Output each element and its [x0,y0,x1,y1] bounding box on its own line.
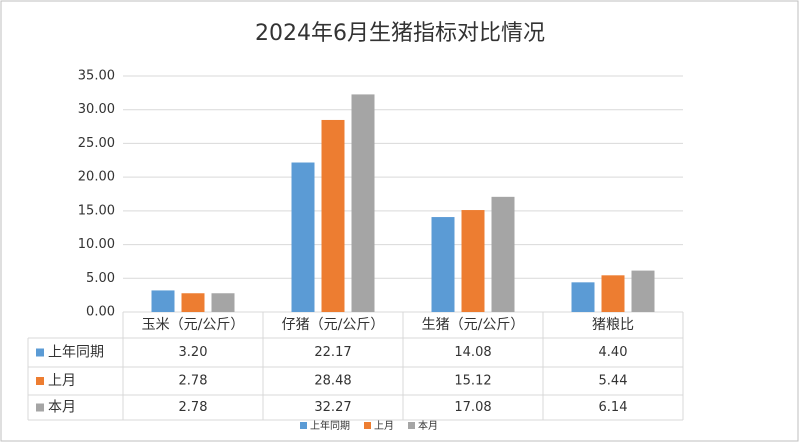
chart-title: 2024年6月生猪指标对比情况 [255,21,545,46]
y-tick-label: 5.00 [86,271,115,286]
legend-label: 上月 [48,373,76,389]
table-value: 6.14 [599,400,628,415]
table-value: 32.27 [314,400,351,415]
table-value: 2.78 [179,374,208,389]
bar [601,275,625,312]
y-tick-label: 0.00 [86,305,115,320]
bar [151,290,175,312]
legend-label: 上年同期 [48,345,104,361]
bar [461,210,485,312]
legend-label: 本月 [418,419,438,432]
bar [291,162,315,312]
y-tick-label: 30.00 [78,102,115,117]
legend-swatch [300,422,307,429]
bar [181,293,205,312]
table-value: 3.20 [179,345,208,360]
x-tick-label: 生猪（元/公斤） [422,317,525,333]
legend-swatch [408,422,415,429]
y-tick-label: 10.00 [78,237,115,252]
bar [211,293,235,312]
table-value: 17.08 [454,400,491,415]
legend-swatch [364,422,371,429]
bar [431,217,455,312]
legend-swatch [36,403,44,412]
table-value: 5.44 [599,374,628,389]
legend-label: 上月 [374,420,394,432]
table-value: 22.17 [314,345,351,360]
x-tick-label: 玉米（元/公斤） [142,317,245,333]
bar [571,282,595,312]
legend-label: 本月 [48,400,76,416]
legend-swatch [36,377,44,385]
bar [351,94,375,313]
legend-swatch [36,348,44,357]
bar [631,270,655,312]
y-tick-label: 25.00 [78,136,115,151]
table-value: 15.12 [454,374,491,389]
legend-label: 上年同期 [310,419,350,432]
table-value: 28.48 [314,374,351,389]
table-value: 2.78 [179,400,208,415]
x-tick-label: 仔猪（元/公斤） [282,317,385,333]
bar [321,119,345,312]
y-tick-label: 15.00 [78,203,115,218]
x-tick-label: 猪粮比 [592,317,634,333]
table-value: 4.40 [599,345,628,360]
y-tick-label: 20.00 [78,170,115,185]
y-tick-label: 35.00 [78,69,115,84]
bar [491,196,515,312]
table-value: 14.08 [454,345,491,360]
